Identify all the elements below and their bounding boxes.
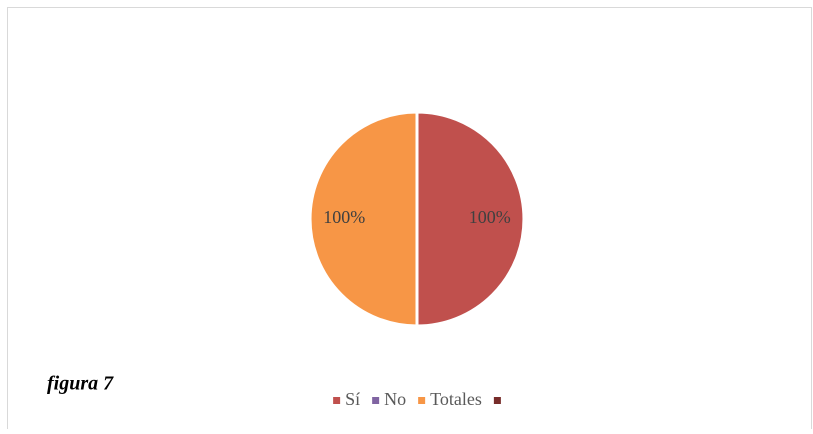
legend-label: No: [384, 389, 406, 409]
pie-slice: [308, 110, 419, 328]
pie-slice: [415, 110, 526, 328]
annotation: figura 7: [47, 373, 114, 395]
data-label: 100%: [469, 207, 511, 227]
data-label: 100%: [323, 207, 365, 227]
legend-swatch: [418, 397, 426, 404]
legend-label: Totales: [430, 389, 482, 409]
legend-swatch: [333, 397, 341, 404]
legend-swatch: [493, 397, 501, 404]
legend-swatch: [372, 397, 380, 404]
legend-label: Sí: [345, 389, 360, 409]
